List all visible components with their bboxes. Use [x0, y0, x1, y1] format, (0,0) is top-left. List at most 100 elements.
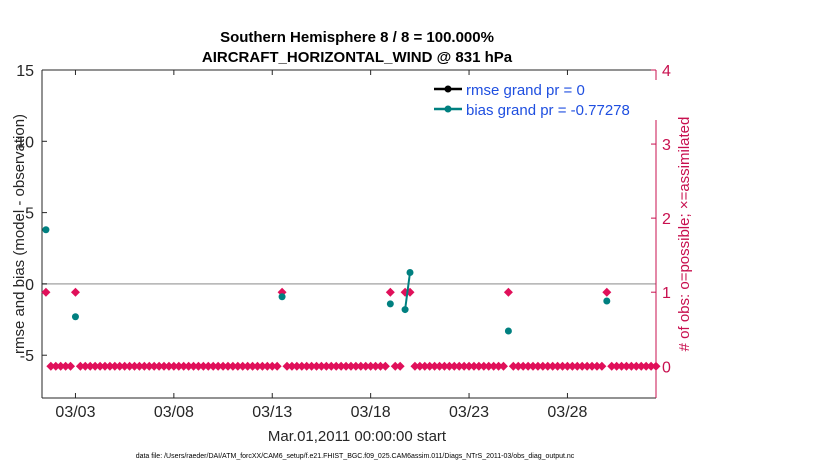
x-tick-label: 03/08	[154, 404, 194, 421]
legend-rmse-marker	[444, 85, 452, 93]
obs-possible-marker	[380, 361, 390, 371]
bias-point	[71, 313, 79, 321]
obs-possible-marker	[75, 361, 85, 371]
obs-possible-marker	[193, 361, 203, 371]
obs-possible-marker	[626, 361, 636, 371]
obs-possible-marker	[70, 287, 80, 297]
y-left-tick-label: 15	[16, 63, 34, 80]
obs-possible-marker	[184, 361, 194, 371]
obs-possible-marker	[558, 361, 568, 371]
obs-possible-marker	[582, 361, 592, 371]
obs-possible-marker	[164, 361, 174, 371]
y-left-tick-label: 10	[16, 134, 34, 151]
plot-area	[42, 70, 656, 398]
obs-possible-marker	[435, 361, 445, 371]
obs-possible-marker	[297, 361, 307, 371]
obs-possible-marker	[125, 361, 135, 371]
obs-possible-marker	[307, 361, 317, 371]
obs-possible-marker	[223, 361, 233, 371]
obs-possible-marker	[444, 361, 454, 371]
obs-possible-marker	[316, 361, 326, 371]
obs-possible-marker	[203, 361, 213, 371]
obs-possible-marker	[592, 361, 602, 371]
obs-possible-marker	[562, 361, 572, 371]
obs-possible-marker	[144, 361, 154, 371]
obs-possible-marker	[621, 361, 631, 371]
bias-point	[278, 293, 286, 301]
obs-possible-marker	[449, 361, 459, 371]
obs-possible-marker	[100, 361, 110, 371]
obs-possible-marker	[420, 361, 430, 371]
obs-possible-marker	[95, 361, 105, 371]
obs-possible-marker	[257, 361, 267, 371]
obs-possible-marker	[572, 361, 582, 371]
obs-possible-marker	[262, 361, 272, 371]
obs-possible-marker	[56, 361, 66, 371]
obs-possible-marker	[341, 361, 351, 371]
obs-possible-marker	[533, 361, 543, 371]
obs-possible-marker	[228, 361, 238, 371]
bias-point	[406, 269, 414, 277]
obs-possible-marker	[198, 361, 208, 371]
obs-possible-marker	[46, 361, 56, 371]
x-tick-label: 03/28	[547, 404, 587, 421]
obs-possible-marker	[90, 361, 100, 371]
obs-possible-marker	[494, 361, 504, 371]
plot-layer: 03/03 03/08 03/13 03/18 03/23 03/28151050-543…	[16, 63, 671, 421]
obs-possible-marker	[498, 361, 508, 371]
obs-possible-marker	[321, 361, 331, 371]
obs-possible-marker	[120, 361, 130, 371]
obs-possible-marker	[189, 361, 199, 371]
obs-possible-marker	[218, 361, 228, 371]
obs-possible-marker	[346, 361, 356, 371]
obs-possible-marker	[415, 361, 425, 371]
obs-possible-marker	[430, 361, 440, 371]
obs-possible-marker	[469, 361, 479, 371]
y-right-tick-label: 3	[662, 137, 671, 154]
obs-possible-marker	[439, 361, 449, 371]
obs-possible-marker	[459, 361, 469, 371]
obs-possible-marker	[149, 361, 159, 371]
obs-possible-marker	[548, 361, 558, 371]
obs-possible-marker	[567, 361, 577, 371]
y-left-tick-label: 5	[25, 206, 34, 223]
obs-possible-marker	[607, 361, 617, 371]
obs-possible-marker	[425, 361, 435, 371]
x-axis-label: Mar.01,2011 00:00:00 start	[268, 428, 447, 445]
obs-possible-marker	[243, 361, 253, 371]
obs-possible-marker	[159, 361, 169, 371]
bias-point	[401, 306, 409, 314]
obs-possible-marker	[651, 361, 661, 371]
obs-possible-marker	[331, 361, 341, 371]
obs-possible-marker	[41, 287, 51, 297]
obs-possible-marker	[80, 361, 90, 371]
x-tick-label: 03/23	[449, 404, 489, 421]
obs-possible-marker	[238, 361, 248, 371]
legend: rmse grand pr = 0 bias grand pr = -0.772…	[428, 80, 662, 120]
obs-possible-marker	[371, 361, 381, 371]
obs-possible-marker	[602, 287, 612, 297]
y-right-tick-label: 0	[662, 359, 671, 376]
x-tick-label: 03/13	[252, 404, 292, 421]
obs-possible-marker	[375, 361, 385, 371]
obs-possible-marker	[361, 361, 371, 371]
obs-possible-marker	[385, 287, 395, 297]
obs-possible-marker	[489, 361, 499, 371]
obs-possible-marker	[213, 361, 223, 371]
obs-possible-marker	[513, 361, 523, 371]
obs-possible-marker	[508, 361, 518, 371]
legend-bias-label: bias grand pr = -0.77278	[466, 102, 630, 119]
obs-possible-marker	[395, 361, 405, 371]
y-right-tick-label: 2	[662, 211, 671, 228]
obs-possible-marker	[356, 361, 366, 371]
obs-possible-marker	[267, 361, 277, 371]
obs-possible-marker	[326, 361, 336, 371]
data-file-footer: data file: /Users/raeder/DAI/ATM_forcXX/…	[136, 453, 575, 460]
obs-possible-marker	[110, 361, 120, 371]
obs-possible-marker	[252, 361, 262, 371]
chart-title-line2: AIRCRAFT_HORIZONTAL_WIND @ 831 hPa	[202, 49, 513, 66]
obs-possible-marker	[174, 361, 184, 371]
y-left-tick-label: -5	[20, 348, 34, 365]
